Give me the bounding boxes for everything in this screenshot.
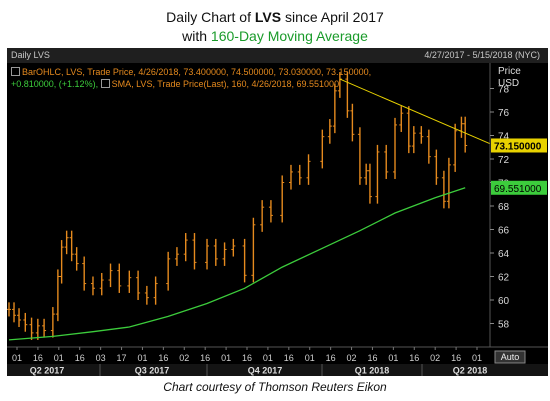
y-tick-label: 66 — [498, 226, 510, 237]
legend-sma-text: SMA, LVS, Trade Price(Last), 160, 4/26/2… — [111, 79, 340, 89]
legend-row-2: +0.810000, (+1.12%), SMA, LVS, Trade Pri… — [11, 78, 371, 90]
price-label: Price — [498, 66, 521, 77]
x-period-label: Q2 2017 — [30, 366, 65, 376]
last-price-tag-text: 73.150000 — [494, 141, 542, 152]
auto-scale-label: Auto — [501, 352, 520, 362]
x-tick-label: 01 — [54, 353, 64, 363]
y-tick-label: 68 — [498, 202, 510, 213]
quarter-band — [7, 364, 548, 376]
x-tick-label: 16 — [242, 353, 252, 363]
x-period-label: Q4 2017 — [248, 366, 283, 376]
sma-value-tag-text: 69.551000 — [494, 184, 542, 195]
title-prefix: Daily Chart of — [166, 9, 255, 25]
x-tick-label: 01 — [305, 353, 315, 363]
y-tick-label: 78 — [498, 85, 510, 96]
title-suffix: since April 2017 — [281, 9, 384, 25]
x-tick-label: 02 — [179, 353, 189, 363]
y-tick-label: 64 — [498, 249, 510, 260]
x-tick-label: 17 — [117, 353, 127, 363]
sma-line — [8, 187, 466, 341]
x-tick-label: 16 — [326, 353, 336, 363]
x-tick-label: 16 — [33, 353, 43, 363]
x-tick-label: 16 — [158, 353, 168, 363]
chart-title: Daily Chart of LVS since April 2017 with… — [0, 8, 550, 46]
x-tick-label: 01 — [137, 353, 147, 363]
x-tick-label: 01 — [12, 353, 22, 363]
trendline — [339, 78, 491, 145]
auto-scale-button[interactable] — [494, 350, 526, 364]
subtitle-highlight: 160-Day Moving Average — [210, 28, 368, 44]
x-tick-label: 16 — [284, 353, 294, 363]
x-tick-label: 01 — [388, 353, 398, 363]
x-tick-label: 16 — [409, 353, 419, 363]
subtitle-prefix: with — [182, 28, 211, 44]
x-tick-label: 01 — [472, 353, 482, 363]
y-tick-label: 58 — [498, 320, 510, 331]
x-period-label: Q3 2017 — [135, 366, 170, 376]
chart-canvas[interactable]: 586062646668707274767873.15000069.551000… — [7, 63, 548, 376]
legend-change-text: +0.810000, (+1.12%), — [11, 79, 99, 89]
x-tick-label: 16 — [451, 353, 461, 363]
sma-visibility-checkbox[interactable] — [100, 79, 110, 88]
x-period-label: Q1 2018 — [355, 366, 390, 376]
chart-legend: BarOHLC, LVS, Trade Price, 4/26/2018, 73… — [11, 66, 371, 90]
chart-name: Daily LVS — [11, 50, 50, 60]
x-tick-label: 01 — [221, 353, 231, 363]
legend-ohlc[interactable]: BarOHLC, LVS, Trade Price, 4/26/2018, 73… — [11, 66, 371, 78]
last-price-tag — [491, 138, 547, 153]
y-tick-label: 76 — [498, 108, 510, 119]
title-line-1: Daily Chart of LVS since April 2017 — [0, 8, 550, 27]
sma-value-tag — [491, 180, 547, 195]
ohlc-visibility-checkbox[interactable] — [11, 67, 20, 76]
x-period-label: Q2 2018 — [453, 366, 488, 376]
x-tick-label: 02 — [430, 353, 440, 363]
title-ticker: LVS — [254, 9, 282, 25]
price-axis-header: Price USD — [498, 66, 521, 90]
x-tick-label: 02 — [347, 353, 357, 363]
x-tick-label: 16 — [367, 353, 377, 363]
x-tick-label: 01 — [263, 353, 273, 363]
y-tick-label: 60 — [498, 296, 510, 307]
y-tick-label: 62 — [498, 273, 510, 284]
y-tick-label: 74 — [498, 132, 510, 143]
title-line-2: with 160-Day Moving Average — [0, 27, 550, 46]
chart-credit: Chart courtesy of Thomson Reuters Eikon — [163, 380, 387, 394]
chart-header-bar: Daily LVS 4/27/2017 - 5/15/2018 (NYC) — [7, 48, 548, 63]
date-range: 4/27/2017 - 5/15/2018 (NYC) — [424, 50, 540, 60]
x-tick-label: 16 — [200, 353, 210, 363]
currency-label: USD — [498, 78, 520, 89]
y-tick-label: 72 — [498, 155, 510, 166]
chart-panel[interactable]: Daily LVS 4/27/2017 - 5/15/2018 (NYC) Ba… — [7, 48, 548, 376]
legend-ohlc-text: BarOHLC, LVS, Trade Price, 4/26/2018, 73… — [22, 67, 372, 77]
x-tick-label: 03 — [96, 353, 106, 363]
x-tick-label: 16 — [75, 353, 85, 363]
